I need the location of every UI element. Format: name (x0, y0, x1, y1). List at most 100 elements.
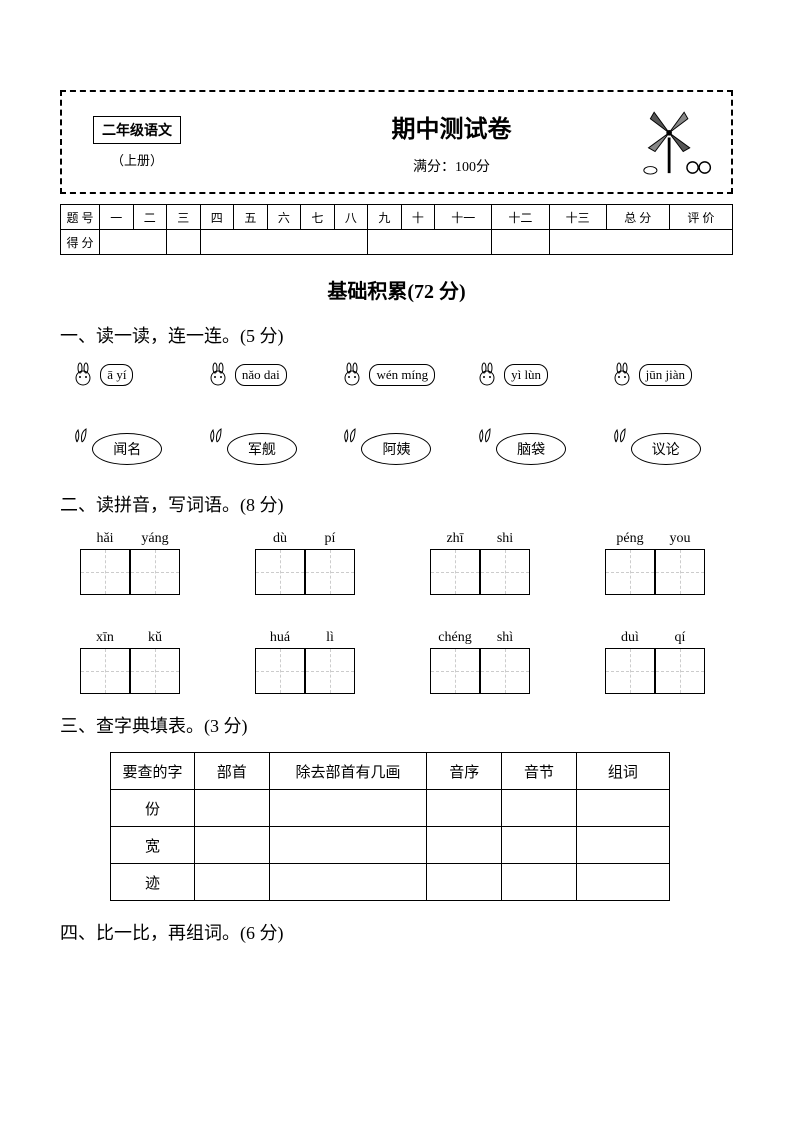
pinyin: kǔ (130, 630, 180, 646)
table-row: 得 分 (61, 230, 733, 255)
char-box[interactable] (130, 549, 180, 595)
q3-cell[interactable] (427, 827, 502, 864)
pinyin: huá (255, 630, 305, 646)
radish-item: 脑袋 (486, 433, 576, 473)
pinyin: duì (605, 630, 655, 646)
q3-cell[interactable] (269, 790, 427, 827)
q2-item: péngyou (605, 531, 725, 595)
leaves-icon (207, 427, 225, 445)
table-row: 迹 (111, 864, 670, 901)
q3-cell[interactable] (502, 790, 577, 827)
leaves-icon (476, 427, 494, 445)
score-cell[interactable] (167, 230, 201, 255)
pinyin: you (655, 531, 705, 547)
pinyin-bubble: wén míng (369, 364, 435, 386)
q3-char: 迹 (111, 864, 195, 901)
radish-word: 脑袋 (496, 433, 566, 465)
table-row: 要查的字 部首 除去部首有几画 音序 音节 组词 (111, 753, 670, 790)
char-box[interactable] (430, 648, 480, 694)
col-head: 十三 (549, 205, 606, 230)
q3-header: 音节 (502, 753, 577, 790)
col-head: 总 分 (606, 205, 669, 230)
col-head: 十 (401, 205, 435, 230)
char-box[interactable] (305, 549, 355, 595)
pinyin: xīn (80, 630, 130, 646)
q3-cell[interactable] (576, 864, 669, 901)
q3-cell[interactable] (194, 790, 269, 827)
bunny-item: nǎo dai (207, 362, 317, 388)
q3-header: 音序 (427, 753, 502, 790)
pinyin: dù (255, 531, 305, 547)
pinyin: shi (480, 531, 530, 547)
radish-item: 议论 (621, 433, 711, 473)
char-box[interactable] (480, 549, 530, 595)
q3-header: 要查的字 (111, 753, 195, 790)
bunny-icon (341, 362, 367, 388)
q2-item: zhīshi (430, 531, 550, 595)
score-cell[interactable] (368, 230, 492, 255)
score-cell[interactable] (549, 230, 733, 255)
q1-bottom-row: 闻名 军舰 阿姨 脑袋 议论 (60, 433, 733, 473)
col-head: 九 (368, 205, 402, 230)
q3-cell[interactable] (194, 864, 269, 901)
q2-grid: hǎiyáng dùpí zhīshi péngyou xīnkǔ huálì … (80, 531, 733, 694)
radish-word: 军舰 (227, 433, 297, 465)
q3-cell[interactable] (576, 790, 669, 827)
q1-title: 一、读一读，连一连。(5 分) (60, 322, 733, 348)
score-cell[interactable] (200, 230, 368, 255)
q2-title: 二、读拼音，写词语。(8 分) (60, 491, 733, 517)
col-head: 评 价 (669, 205, 732, 230)
col-head: 一 (100, 205, 134, 230)
col-head: 六 (267, 205, 301, 230)
score-cell[interactable] (100, 230, 167, 255)
row-label: 题 号 (61, 205, 100, 230)
col-head: 十一 (435, 205, 492, 230)
radish-word: 阿姨 (361, 433, 431, 465)
q3-header: 除去部首有几画 (269, 753, 427, 790)
q3-cell[interactable] (194, 827, 269, 864)
row-label: 得 分 (61, 230, 100, 255)
pinyin: péng (605, 531, 655, 547)
section-title: 基础积累(72 分) (60, 275, 733, 304)
q3-char: 宽 (111, 827, 195, 864)
q3-cell[interactable] (502, 827, 577, 864)
table-row: 份 (111, 790, 670, 827)
col-head: 三 (167, 205, 201, 230)
main-title: 期中测试卷 (192, 109, 711, 144)
q3-cell[interactable] (269, 864, 427, 901)
char-box[interactable] (130, 648, 180, 694)
char-box[interactable] (80, 549, 130, 595)
char-box[interactable] (605, 648, 655, 694)
col-head: 五 (234, 205, 268, 230)
q3-title: 三、查字典填表。(3 分) (60, 712, 733, 738)
char-box[interactable] (305, 648, 355, 694)
q3-cell[interactable] (427, 790, 502, 827)
q1-top-row: ā yí nǎo dai wén míng yì lùn jūn jiàn (60, 362, 733, 388)
q3-cell[interactable] (502, 864, 577, 901)
pinyin-bubble: yì lùn (504, 364, 548, 386)
char-box[interactable] (605, 549, 655, 595)
bunny-icon (72, 362, 98, 388)
char-box[interactable] (655, 549, 705, 595)
windmill-icon (641, 100, 716, 175)
col-head: 四 (200, 205, 234, 230)
char-box[interactable] (255, 549, 305, 595)
char-box[interactable] (655, 648, 705, 694)
q2-item: dùpí (255, 531, 375, 595)
q3-cell[interactable] (269, 827, 427, 864)
q2-item: chéngshì (430, 630, 550, 694)
char-box[interactable] (255, 648, 305, 694)
char-box[interactable] (480, 648, 530, 694)
q3-cell[interactable] (576, 827, 669, 864)
pinyin: pí (305, 531, 355, 547)
col-head: 七 (301, 205, 335, 230)
char-box[interactable] (80, 648, 130, 694)
bunny-item: ā yí (72, 362, 182, 388)
bunny-item: yì lùn (476, 362, 586, 388)
char-box[interactable] (430, 549, 480, 595)
pinyin: hǎi (80, 531, 130, 547)
q3-cell[interactable] (427, 864, 502, 901)
bunny-icon (611, 362, 637, 388)
score-cell[interactable] (492, 230, 549, 255)
pinyin: yáng (130, 531, 180, 547)
